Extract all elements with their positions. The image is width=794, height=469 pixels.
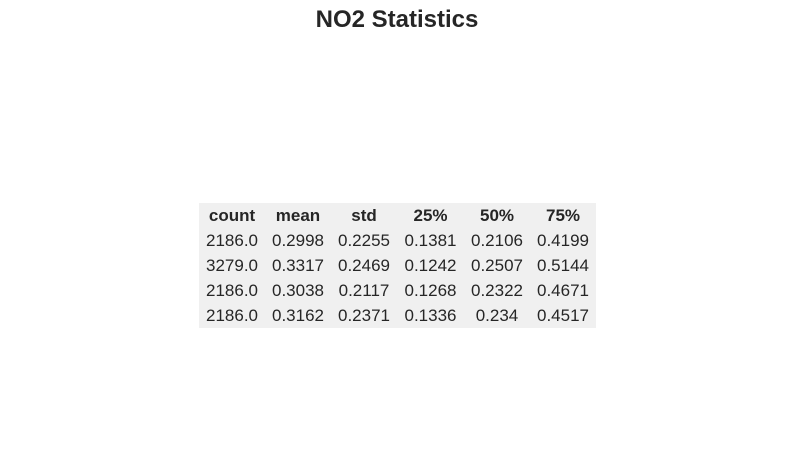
table-cell: 0.4199 xyxy=(537,231,589,250)
table-row: 2186.0 0.3038 0.2117 0.1268 0.2322 0.467… xyxy=(199,278,596,303)
table-cell: 0.1381 xyxy=(404,231,457,250)
table-cell: 2186.0 xyxy=(206,231,258,250)
table-cell: 0.1336 xyxy=(404,306,457,325)
table-row: 2186.0 0.3162 0.2371 0.1336 0.234 0.4517 xyxy=(199,303,596,328)
table-cell: 0.4517 xyxy=(537,306,589,325)
table-cell: 0.234 xyxy=(475,306,519,325)
column-header-count: count xyxy=(208,206,256,225)
table-cell: 0.2998 xyxy=(272,231,324,250)
table-cell: 0.3038 xyxy=(272,281,324,300)
table-cell: 0.3317 xyxy=(272,256,324,275)
table-cell: 0.4671 xyxy=(537,281,589,300)
stats-table: count mean std 25% 50% 75% 2186.0 0.2998… xyxy=(199,203,596,328)
column-header-75pct: 75% xyxy=(545,206,581,225)
table-header-row: count mean std 25% 50% 75% xyxy=(199,203,596,228)
table-row: 3279.0 0.3317 0.2469 0.1242 0.2507 0.514… xyxy=(199,253,596,278)
table-cell: 0.2469 xyxy=(338,256,390,275)
table-cell: 2186.0 xyxy=(206,281,258,300)
stats-table-panel: count mean std 25% 50% 75% 2186.0 0.2998… xyxy=(199,203,596,328)
table-cell: 2186.0 xyxy=(206,306,258,325)
table-cell: 0.2507 xyxy=(471,256,523,275)
column-header-std: std xyxy=(351,206,377,225)
column-header-mean: mean xyxy=(275,206,321,225)
column-header-25pct: 25% xyxy=(413,206,448,225)
column-header-50pct: 50% xyxy=(479,206,515,225)
table-row: 2186.0 0.2998 0.2255 0.1381 0.2106 0.419… xyxy=(199,228,596,253)
chart-title: NO2 Statistics xyxy=(315,6,479,33)
table-cell: 0.2371 xyxy=(338,306,390,325)
table-cell: 0.2117 xyxy=(338,281,390,300)
table-cell: 3279.0 xyxy=(206,256,258,275)
table-cell: 0.1242 xyxy=(404,256,457,275)
table-cell: 0.1268 xyxy=(404,281,457,300)
table-cell: 0.3162 xyxy=(272,306,324,325)
table-cell: 0.2322 xyxy=(471,281,523,300)
table-cell: 0.5144 xyxy=(537,256,589,275)
table-cell: 0.2106 xyxy=(471,231,523,250)
table-cell: 0.2255 xyxy=(338,231,390,250)
